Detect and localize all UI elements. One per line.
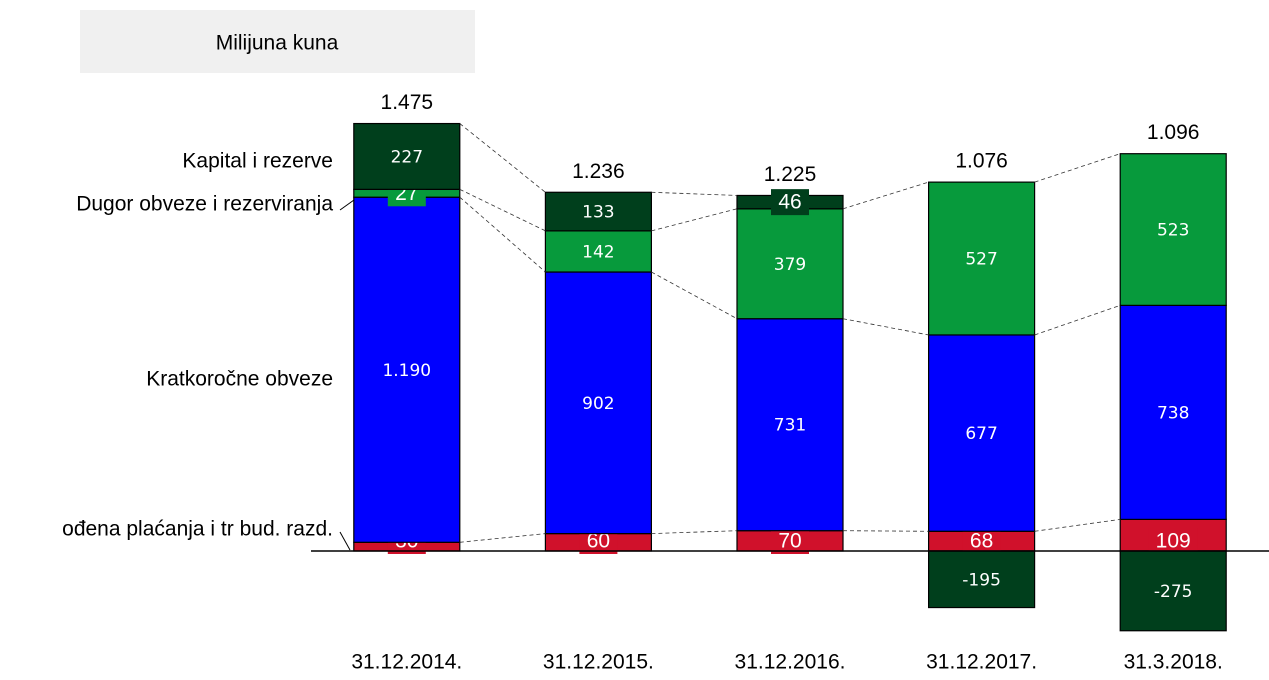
total-label: 1.225	[764, 163, 817, 186]
x-tick-label: 31.12.2015.	[543, 651, 654, 674]
leader	[339, 199, 355, 211]
label-box	[771, 189, 809, 216]
bar-segment	[544, 271, 653, 535]
connector	[651, 530, 738, 534]
title-box	[80, 10, 475, 73]
bar-segment	[927, 181, 1036, 336]
data-label: 68	[970, 530, 993, 553]
data-label: 109	[1156, 530, 1191, 553]
connector	[459, 123, 546, 193]
data-label: 523	[1157, 221, 1189, 241]
connector	[459, 189, 546, 232]
data-label: 902	[582, 394, 614, 414]
data-label: -275	[1154, 582, 1193, 602]
total-label: 1.475	[381, 91, 434, 114]
x-tick-label: 31.12.2016.	[735, 651, 846, 674]
chart-title: Milijuna kuna	[216, 32, 339, 55]
data-label: 1.190	[382, 361, 431, 381]
bar-segment	[544, 230, 653, 273]
data-label: 46	[778, 191, 801, 214]
connector	[1034, 153, 1121, 183]
bar-segment	[544, 191, 653, 232]
legend-label: Kratkoročne obveze	[146, 368, 333, 391]
connector	[651, 271, 738, 320]
leader	[339, 531, 351, 551]
bar-segment	[736, 318, 844, 532]
legend-label: Dugor obveze i rezerviranja	[76, 193, 333, 216]
connector	[459, 196, 546, 273]
connector	[842, 181, 929, 210]
x-tick-label: 31.12.2014.	[351, 651, 462, 674]
x-tick-label: 31.12.2017.	[926, 651, 1037, 674]
connector	[1034, 304, 1121, 336]
data-label: 227	[391, 147, 423, 167]
data-label: 731	[774, 416, 806, 436]
connector	[459, 533, 546, 543]
connector	[842, 318, 929, 336]
data-label: 142	[582, 242, 614, 262]
data-label: 738	[1157, 403, 1189, 423]
legend-label: Kapital i rezerve	[182, 150, 333, 173]
total-label: 1.236	[572, 160, 625, 183]
label-box	[771, 528, 809, 554]
total-label: 1.096	[1147, 121, 1200, 144]
data-label: 70	[778, 530, 801, 553]
bar-segment	[927, 334, 1036, 532]
data-label: 677	[965, 424, 997, 444]
bar-segment	[1119, 153, 1227, 306]
data-label: 527	[965, 250, 997, 270]
data-label: -195	[962, 570, 1001, 590]
connector	[651, 208, 738, 232]
connector	[651, 191, 738, 196]
bar-segment	[353, 196, 461, 543]
x-tick-label: 31.3.2018.	[1124, 651, 1223, 674]
bar-segment	[1119, 304, 1227, 520]
bar-segment	[736, 208, 844, 320]
label-box	[962, 528, 1001, 554]
connector	[842, 530, 929, 532]
data-label: 133	[582, 203, 614, 223]
data-label: 379	[774, 255, 806, 275]
connector	[1034, 518, 1121, 532]
data-label: 60	[587, 530, 610, 553]
bar-segment	[353, 122, 461, 190]
total-label: 1.076	[955, 150, 1008, 173]
label-box	[1148, 528, 1198, 554]
legend-label: ođena plaćanja i tr bud. razd.	[62, 518, 333, 541]
